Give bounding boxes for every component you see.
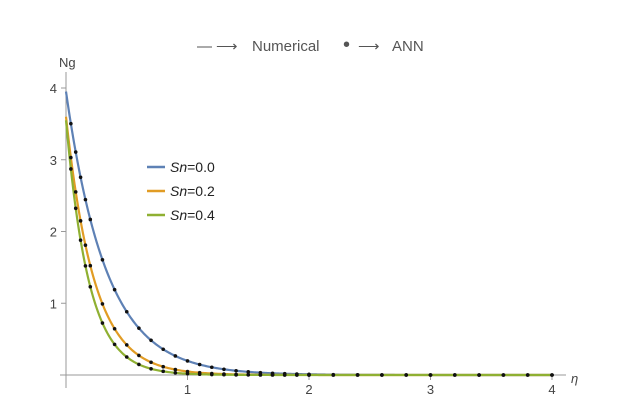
ann-point-2-32 [550,373,554,377]
numerical-legend-arrow: ⟶ [216,38,238,55]
ann-point-2-6 [112,342,117,347]
ann-point-2-13 [197,372,202,377]
series-line-1 [64,116,552,377]
ann-point-1-4 [88,263,93,268]
ann-point-0-16 [234,368,238,373]
ann-point-2-26 [404,373,409,377]
ann-point-2-10 [161,369,165,374]
x-tick-label-4: 4 [548,382,555,397]
ann-point-1-11 [173,367,178,372]
x-tick-label-2: 2 [305,382,312,397]
ann-point-2-22 [307,373,311,377]
ann-point-0-12 [185,359,190,363]
ann-point-2-11 [173,371,178,375]
ann-point-0-3 [83,197,88,202]
ann-point-0-5 [100,257,105,262]
ann-point-0-0 [69,121,73,126]
ann-point-0-13 [197,362,202,367]
ann-point-2-30 [501,373,506,377]
y-tick-label-1: 1 [50,296,57,311]
ann-point-2-28 [453,373,457,377]
ann-point-2-16 [234,373,238,377]
ann-point-0-10 [161,347,165,352]
ann-point-0-15 [222,367,226,372]
ann-point-1-3 [83,243,88,247]
ann-point-2-9 [149,366,153,371]
ann-point-0-7 [124,309,129,314]
ann-point-2-21 [295,373,299,377]
ann-point-2-4 [88,284,93,289]
series-line-0 [64,91,552,377]
ann-point-2-25 [380,373,384,377]
ann-point-2-0 [69,167,73,171]
ann-point-0-14 [210,365,214,370]
legend-label-sn-0-4: Sn=0.4 [170,207,215,223]
ann-point-1-8 [137,353,141,358]
series-line-2 [64,120,552,377]
ann-point-0-17 [246,370,251,374]
ann-points [69,121,554,377]
ann-point-2-18 [258,373,263,377]
ann-point-2-23 [331,373,336,377]
ann-point-2-24 [355,373,360,377]
ann-point-1-10 [161,364,165,369]
numerical-legend-label: Numerical [252,38,320,55]
ann-point-2-3 [83,264,88,268]
ann-point-2-7 [124,355,129,359]
y-tick-label-3: 3 [50,153,57,168]
ann-point-1-1 [73,190,78,194]
numerical-legend-symbol: — [197,38,212,55]
series-legend: Sn=0.0 Sn=0.2 Sn=0.4 [147,159,215,223]
y-tick-label-2: 2 [50,225,57,240]
ann-legend-symbol: • [343,34,350,56]
ann-point-0-6 [112,287,117,292]
ann-legend-arrow: ⟶ [358,38,380,55]
ann-point-2-12 [185,371,190,376]
ann-point-2-31 [525,373,530,377]
ann-point-2-19 [270,373,275,377]
ann-point-2-2 [78,238,83,242]
ticks: 1 2 3 4 1 2 3 4 [50,81,556,397]
ann-point-0-8 [137,326,141,330]
ann-point-1-6 [112,326,117,331]
ann-point-2-1 [73,206,78,211]
ann-point-0-9 [149,338,153,343]
y-axis-label: Ng [59,55,76,70]
ann-point-1-2 [78,219,83,223]
ann-point-2-15 [222,372,226,377]
ann-point-2-8 [137,362,141,367]
ann-point-2-29 [477,373,481,377]
ann-point-0-1 [73,150,78,154]
top-legend: — ⟶ Numerical • ⟶ ANN [197,34,424,56]
legend-label-sn-0-2: Sn=0.2 [170,183,215,199]
ann-point-2-5 [100,321,105,325]
ann-point-2-17 [246,373,251,377]
legend-label-sn-0-0: Sn=0.0 [170,159,215,175]
ann-point-2-27 [428,373,433,377]
ann-point-0-11 [173,354,178,358]
ann-point-2-20 [282,373,287,377]
x-axis-label: η [571,371,578,386]
ann-point-1-7 [124,343,129,347]
ann-point-1-5 [100,302,105,306]
series-curves [64,91,552,377]
ann-point-0-4 [88,217,93,222]
x-tick-label-3: 3 [427,382,434,397]
x-tick-label-1: 1 [184,382,191,397]
ann-point-1-0 [69,155,73,160]
ann-point-0-2 [78,175,83,180]
y-tick-label-4: 4 [50,81,57,96]
ann-legend-label: ANN [392,38,424,55]
ann-point-2-14 [210,372,214,377]
ann-point-1-9 [149,360,153,365]
